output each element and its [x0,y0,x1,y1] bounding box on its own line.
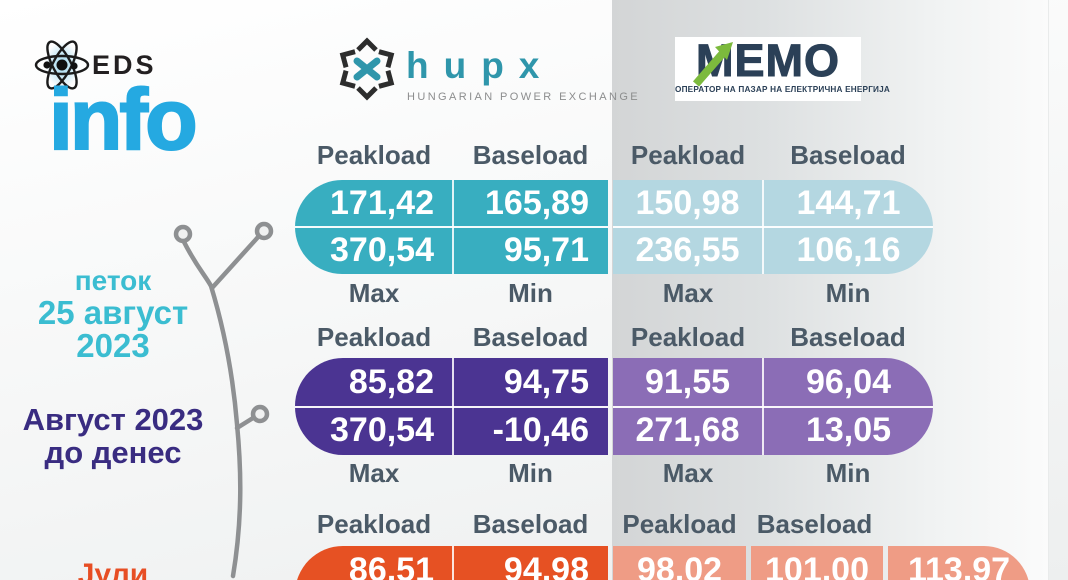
memo-peakload-value: 150,98 [635,184,740,222]
memo-peakload-header-s3: Peakload [622,509,737,539]
hupx-baseload-value: 94,75 [503,362,589,401]
memo-logo-subtitle: ОПЕРАТОР НА ПАЗАР НА ЕЛЕКТРИЧНА ЕНЕРГИЈА [675,85,890,94]
memo-min-value: 13,05 [805,411,892,450]
hupx-logo-subtitle: HUNGARIAN POWER EXCHANGE [407,91,641,103]
hupx-logo-text: hupx [406,45,555,86]
eds-logo-text: EDS [92,50,157,80]
memo-max-label-s1: Max [662,278,714,308]
memo-baseload-value: 144,71 [796,184,901,222]
timeline-branch-graphic [173,221,274,579]
hupx-min-label-s2: Min [508,458,553,488]
hupx-peakload-header-s1: Peakload [316,140,432,170]
row-divider [613,226,933,228]
memo-arrow-icon [692,42,733,87]
memo-friday-pill: 150,98 144,71 236,55 106,16 [613,180,933,274]
memo-august-pill: 91,55 96,04 271,68 13,05 [613,358,933,455]
hupx-july-pill: 86,51 94,98 [295,546,608,580]
memo-baseload-header-s1: Baseload [790,140,906,170]
hupx-baseload-header-s2: Baseload [472,322,589,352]
hupx-min-value: 95,71 [503,231,589,269]
memo-extra-value: 113,97 [907,551,1011,580]
hupx-peakload-value: 85,82 [348,362,434,401]
hupx-august-pill: 85,82 94,75 370,54 -10,46 [295,358,608,455]
memo-min-value: 106,16 [796,231,901,269]
period-label-august: Август 2023 до денес [22,402,204,470]
memo-peakload-header-s1: Peakload [630,140,746,170]
atom-icon [34,40,90,90]
info-logo-text: info [48,72,199,168]
memo-peakload-header-s2: Peakload [630,322,746,352]
hupx-peakload-header-s3: Peakload [316,509,432,539]
memo-peakload-value: 91,55 [644,362,731,401]
hupx-min-value: -10,46 [492,411,589,450]
memo-logo: МЕМО ОПЕРАТОР НА ПАЗАР НА ЕЛЕКТРИЧНА ЕНЕ… [675,37,890,101]
memo-max-value: 271,68 [635,411,740,450]
hupx-peakload-value: 171,42 [330,184,434,222]
column-divider [452,546,454,580]
memo-baseload-value: 96,04 [805,362,892,401]
row-divider [295,405,608,408]
hupx-peakload-value: 86,51 [348,550,434,580]
hupx-friday-pill: 171,42 165,89 370,54 95,71 [295,180,608,274]
hupx-baseload-header-s3: Baseload [472,509,589,539]
memo-july-extra-segment: 113,97 [888,546,1030,580]
hupx-min-label-s1: Min [508,278,553,308]
hupx-hexagon-icon [339,37,395,101]
hupx-max-value: 370,54 [330,231,434,269]
memo-min-label-s2: Min [825,458,871,488]
hupx-baseload-value: 94,98 [503,550,589,580]
memo-baseload-header-s3: Baseload [756,509,873,539]
memo-july-baseload-segment: 101,00 [751,546,883,580]
memo-peakload-value: 98,02 [636,551,723,580]
row-divider [613,405,933,408]
hupx-max-value: 370,54 [330,411,434,450]
period-label-july: Јули [77,558,149,580]
memo-baseload-header-s2: Baseload [790,322,906,352]
hupx-max-label-s1: Max [348,278,400,308]
hupx-baseload-value: 165,89 [485,184,589,222]
memo-baseload-value: 101,00 [765,551,869,580]
memo-max-value: 236,55 [635,231,740,269]
memo-max-label-s2: Max [662,458,714,488]
memo-min-label-s1: Min [825,278,871,308]
period-label-friday: петок 25 август 2023 [37,265,189,364]
row-divider [295,226,608,228]
hupx-max-label-s2: Max [348,458,400,488]
hupx-baseload-header-s1: Baseload [472,140,589,170]
memo-july-peakload-segment: 98,02 [613,546,746,580]
hupx-peakload-header-s2: Peakload [316,322,432,352]
